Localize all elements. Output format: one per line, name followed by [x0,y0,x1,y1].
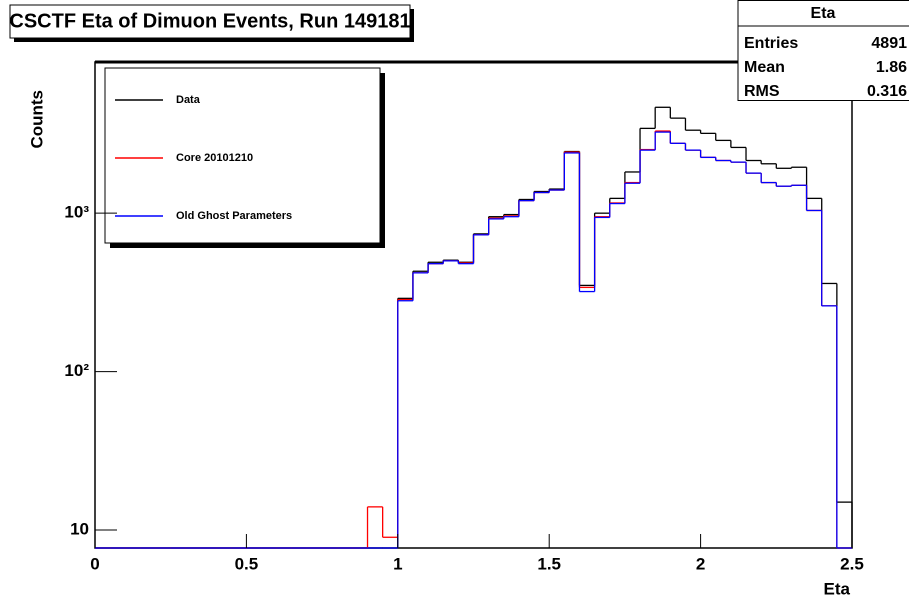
title-box: CSCTF Eta of Dimuon Events, Run 149181 [9,4,414,42]
stats-title: Eta [811,5,836,22]
x-tick-label: 2 [696,554,705,573]
x-tick-label: 1 [393,554,402,573]
stats-key: Mean [744,59,785,76]
histogram-lines [95,106,853,549]
legend-label: Data [176,94,201,106]
x-tick-label: 2.5 [840,554,864,573]
stats-frame [737,0,909,101]
stats-key: Entries [744,35,798,52]
chart-title: CSCTF Eta of Dimuon Events, Run 149181 [9,10,410,32]
y-tick-label: 10² [64,361,89,380]
x-axis-label: Eta [824,579,851,598]
y-tick-label: 10³ [64,203,89,222]
legend-frame [104,67,381,244]
x-tick-label: 0.5 [235,554,259,573]
legend-label: Old Ghost Parameters [176,210,292,222]
legend: Data Core 20101210 Old Ghost Parameters [104,67,385,248]
x-tick-label: 1.5 [537,554,561,573]
legend-label: Core 20101210 [176,152,253,164]
x-tick-label: 0 [90,554,99,573]
stats-box: Eta Entries 4891 Mean 1.86 RMS 0.316 [737,0,909,101]
stats-key: RMS [744,83,780,100]
stats-value: 1.86 [876,59,907,76]
stats-value: 0.316 [867,83,907,100]
stats-value: 4891 [871,35,907,52]
title-frame [9,4,411,39]
y-tick-label: 10 [70,520,89,539]
y-axis-label: Counts [27,90,46,149]
